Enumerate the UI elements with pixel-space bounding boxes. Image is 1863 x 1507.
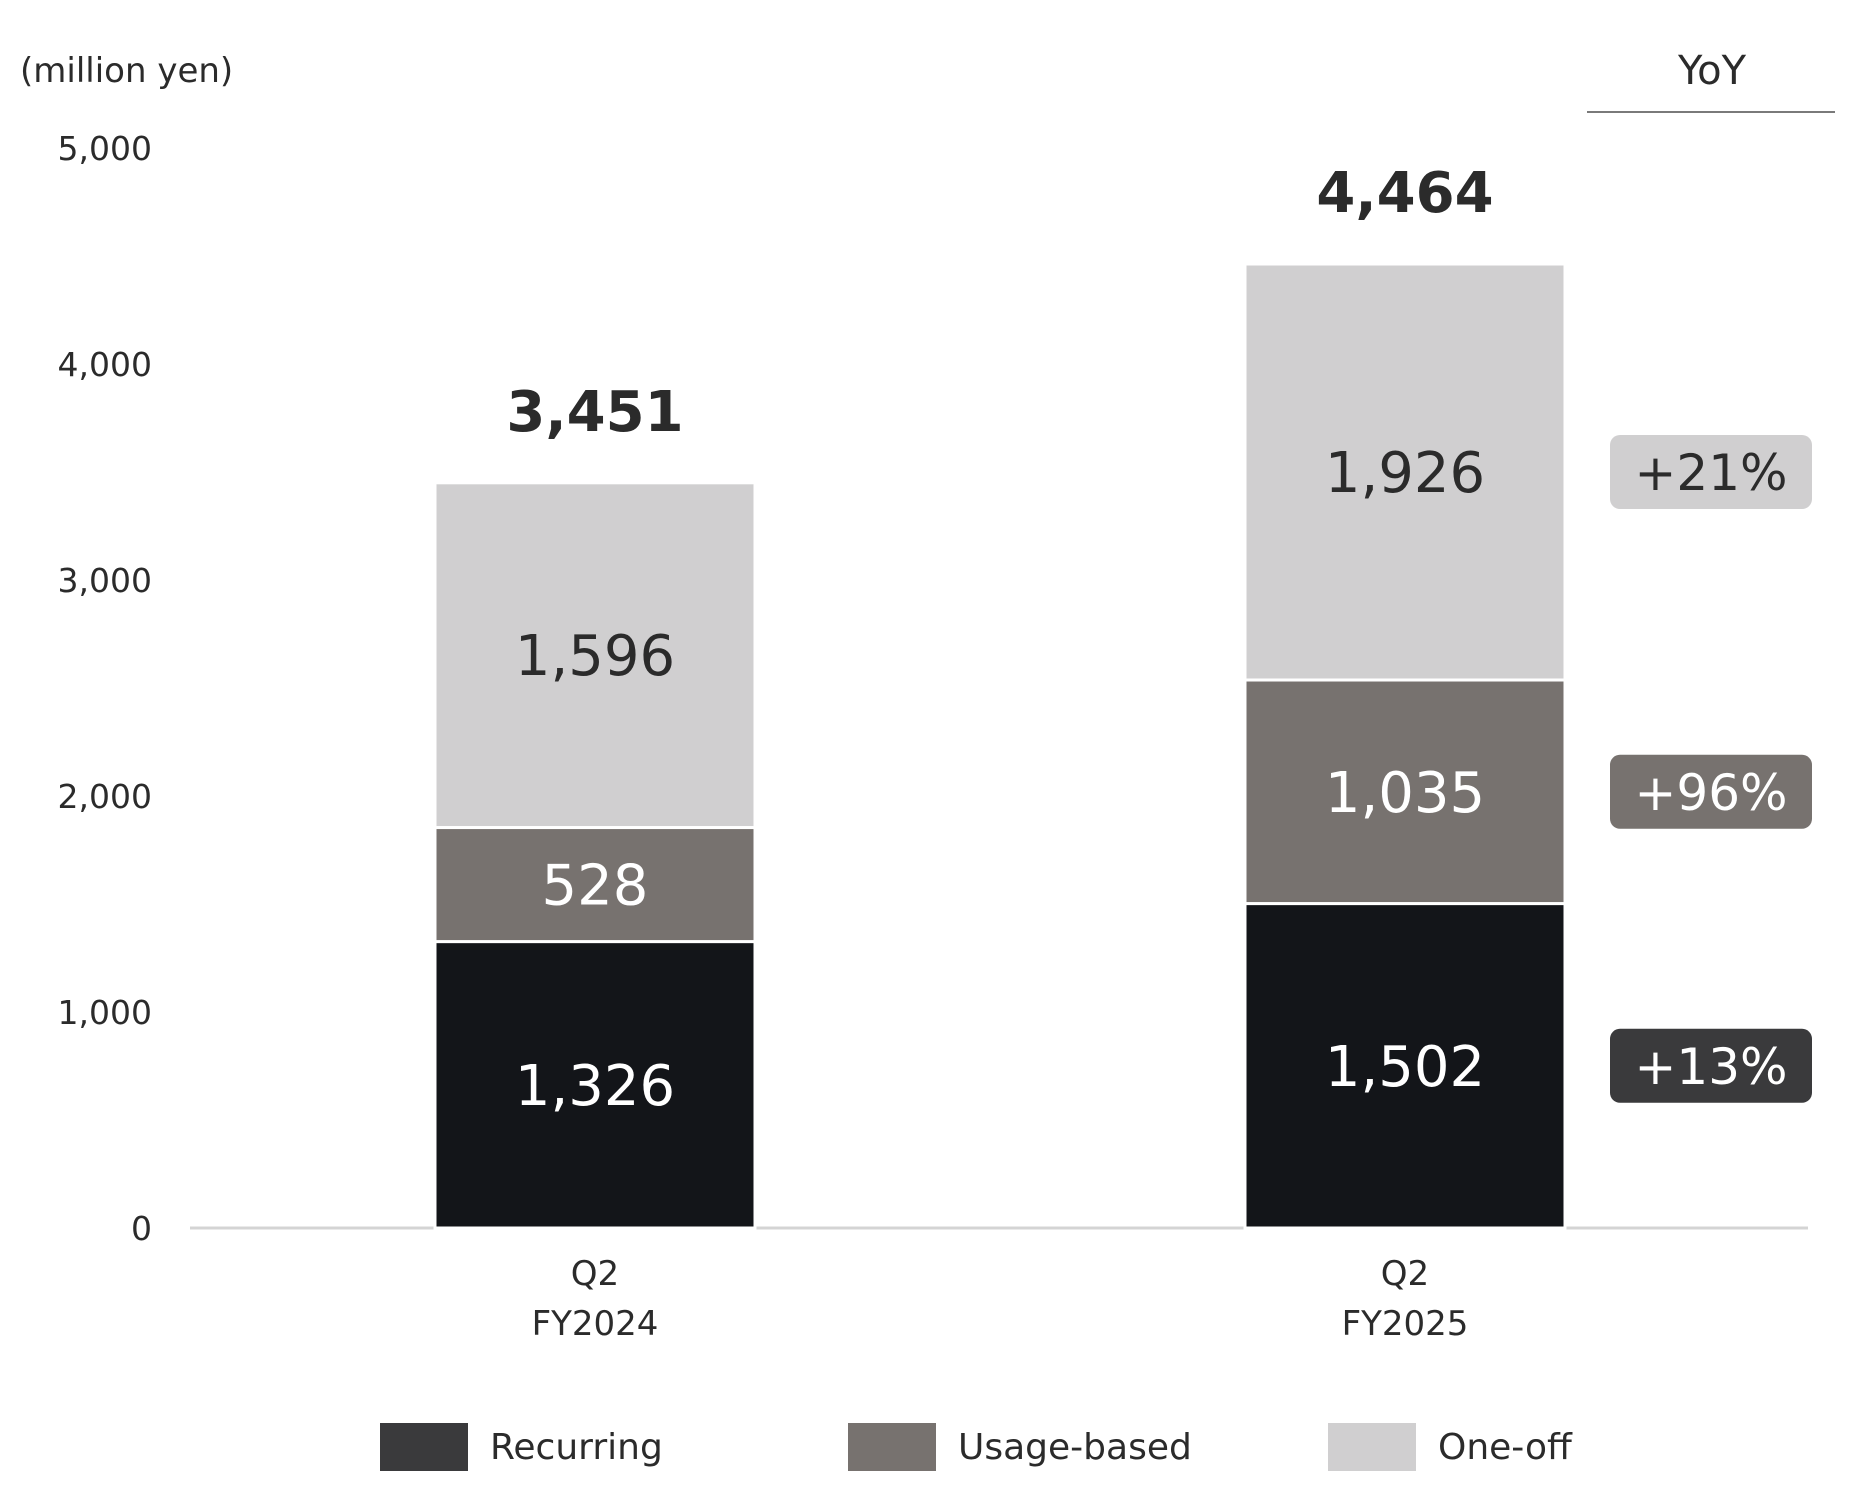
- x-tick-label: Q2: [571, 1254, 619, 1294]
- bar-segment-one-off: [433, 481, 757, 830]
- yoy-value-label: +13%: [1634, 1038, 1787, 1096]
- yoy-badge: [1610, 435, 1812, 509]
- y-tick-label: 5,000: [58, 129, 152, 168]
- bar-segment-usage-based: [1243, 678, 1567, 906]
- legend-label: Usage-based: [958, 1427, 1192, 1468]
- segment-value-label: 1,326: [515, 1054, 675, 1119]
- bar-total-label: 4,464: [1316, 161, 1493, 226]
- y-tick-label: 1,000: [58, 993, 152, 1032]
- segment-value-label: 1,926: [1325, 441, 1485, 506]
- segment-value-label: 1,502: [1325, 1035, 1485, 1100]
- x-tick-label: Q2: [1381, 1254, 1429, 1294]
- x-tick-label: FY2024: [532, 1304, 659, 1344]
- bars: 1,326 528 1,596 3,451 1,502 1,035 1,926 4,464: [433, 161, 1567, 1230]
- segment-value-label: 528: [542, 854, 649, 919]
- segment-value-label: 1,035: [1325, 761, 1485, 826]
- yoy-badge: [1610, 754, 1812, 829]
- legend-swatch: [848, 1423, 936, 1471]
- bar-segment-one-off: [1243, 262, 1567, 682]
- legend-swatch: [1328, 1423, 1416, 1471]
- y-tick-label: 3,000: [58, 561, 152, 600]
- legend-swatch: [380, 1423, 468, 1471]
- yoy-badge: [1610, 1028, 1812, 1103]
- legend-label: One-off: [1438, 1427, 1573, 1468]
- segment-value-label: 1,596: [515, 624, 675, 689]
- bar-segment-recurring: [433, 940, 757, 1230]
- y-axis: 0 1,000 2,000 3,000 4,000 5,000: [58, 129, 1808, 1248]
- unit-label: (million yen): [20, 51, 233, 91]
- bar-segment-usage-based: [433, 826, 757, 944]
- legend-label: Recurring: [490, 1427, 663, 1468]
- bar-segment-recurring: [1243, 902, 1567, 1230]
- yoy-badges: +13% +96% +21%: [1610, 435, 1812, 1103]
- y-tick-label: 4,000: [58, 345, 152, 384]
- yoy-header: YoY: [1677, 48, 1747, 94]
- y-tick-label: 2,000: [58, 777, 152, 816]
- bar-total-label: 3,451: [506, 380, 683, 445]
- y-tick-label: 0: [131, 1209, 152, 1248]
- x-axis: Q2 FY2024 Q2 FY2025: [532, 1254, 1469, 1344]
- x-tick-label: FY2025: [1342, 1304, 1469, 1344]
- legend: Recurring Usage-based One-off: [380, 1423, 1573, 1471]
- yoy-value-label: +96%: [1634, 764, 1787, 822]
- yoy-value-label: +21%: [1634, 444, 1787, 502]
